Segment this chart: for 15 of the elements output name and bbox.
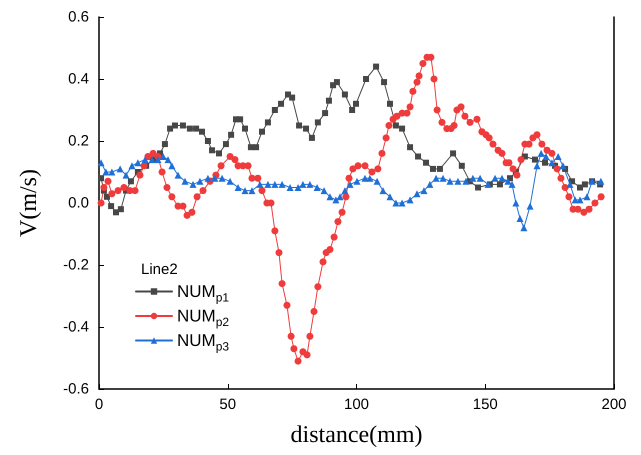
x-tick-label: 200 (601, 396, 627, 413)
y-tick-label: 0.2 (68, 132, 89, 150)
y-axis-title: V(m/s) (16, 169, 42, 237)
y-tick-label: -0.6 (63, 380, 89, 398)
x-tick-label: 0 (94, 396, 104, 413)
y-tick-label: 0.0 (68, 194, 89, 212)
y-tick-label: 0.6 (68, 8, 89, 26)
x-tick-label: 100 (344, 396, 370, 413)
x-axis-title: distance(mm) (290, 422, 422, 448)
y-tick-label: -0.2 (63, 256, 89, 274)
y-tick-label: 0.4 (68, 70, 89, 88)
y-tick-label: -0.4 (63, 318, 89, 336)
x-tick-label: 50 (219, 396, 236, 413)
legend-title: Line2 (141, 261, 178, 278)
x-tick-label: 150 (472, 396, 498, 413)
